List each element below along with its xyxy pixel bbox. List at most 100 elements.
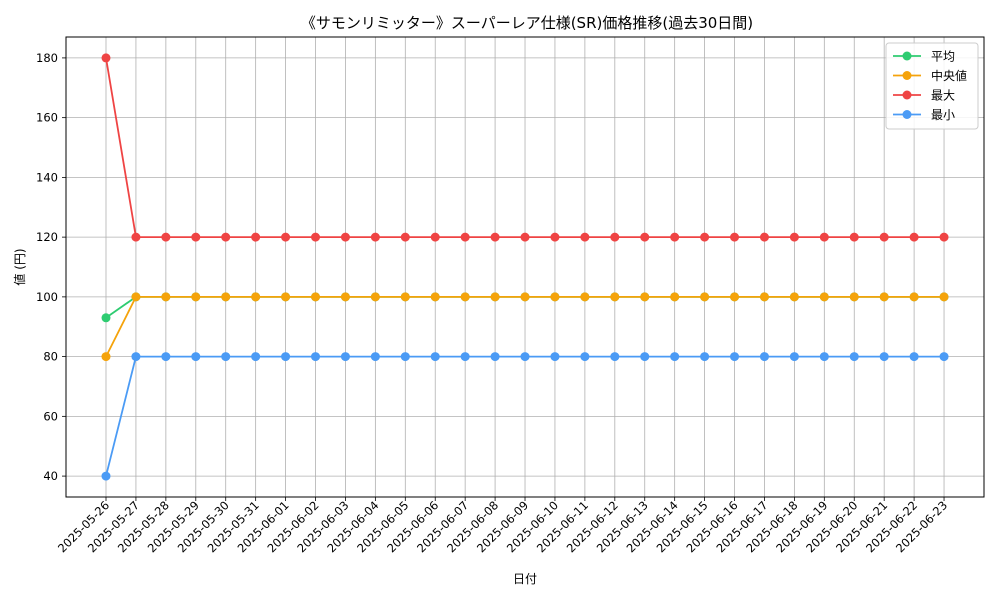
data-point-最大 — [819, 232, 829, 242]
data-point-最小 — [430, 352, 440, 362]
data-point-中央値 — [580, 292, 590, 302]
data-point-最大 — [550, 232, 560, 242]
y-tick-label: 60 — [43, 409, 58, 423]
data-point-最大 — [460, 232, 470, 242]
data-point-最大 — [340, 232, 350, 242]
data-point-最小 — [520, 352, 530, 362]
data-point-最小 — [460, 352, 470, 362]
data-point-中央値 — [400, 292, 410, 302]
data-point-最大 — [400, 232, 410, 242]
data-point-最大 — [849, 232, 859, 242]
data-point-最大 — [490, 232, 500, 242]
data-point-中央値 — [939, 292, 949, 302]
data-point-中央値 — [191, 292, 201, 302]
data-point-最大 — [939, 232, 949, 242]
data-point-中央値 — [909, 292, 919, 302]
data-point-中央値 — [460, 292, 470, 302]
data-point-最大 — [311, 232, 321, 242]
y-tick-label: 140 — [36, 170, 58, 184]
data-point-中央値 — [101, 352, 111, 362]
data-point-中央値 — [221, 292, 231, 302]
y-tick-label: 180 — [36, 51, 58, 65]
data-point-中央値 — [879, 292, 889, 302]
data-point-最小 — [849, 352, 859, 362]
data-point-最小 — [340, 352, 350, 362]
data-point-中央値 — [161, 292, 171, 302]
data-point-最大 — [221, 232, 231, 242]
y-tick-label: 100 — [36, 290, 58, 304]
data-point-最小 — [700, 352, 710, 362]
data-point-最小 — [490, 352, 500, 362]
data-point-最小 — [759, 352, 769, 362]
data-point-最小 — [939, 352, 949, 362]
data-point-中央値 — [251, 292, 261, 302]
x-tick-labels: 2025-05-262025-05-272025-05-282025-05-29… — [55, 497, 950, 555]
data-point-平均 — [101, 313, 111, 323]
legend-marker — [902, 71, 912, 80]
data-point-最大 — [700, 232, 710, 242]
chart-title: 《サモンリミッター》スーパーレア仕様(SR)価格推移(過去30日間) — [301, 14, 753, 32]
data-point-最小 — [610, 352, 620, 362]
data-point-中央値 — [789, 292, 799, 302]
y-tick-label: 80 — [43, 350, 58, 364]
y-tick-label: 40 — [43, 469, 58, 483]
data-point-中央値 — [520, 292, 530, 302]
legend-marker — [902, 51, 912, 61]
y-tick-label: 160 — [36, 111, 58, 125]
data-point-最小 — [191, 352, 201, 362]
data-point-最大 — [101, 53, 111, 63]
data-point-最大 — [909, 232, 919, 242]
y-tick-labels: 40 60 80 100 120 140 160 180 — [36, 51, 66, 483]
data-point-最大 — [131, 232, 141, 242]
data-point-最大 — [789, 232, 799, 242]
data-point-最小 — [221, 352, 231, 362]
data-point-最大 — [430, 232, 440, 242]
legend-box — [885, 42, 979, 130]
grid-layer — [66, 37, 984, 497]
data-point-最小 — [251, 352, 261, 362]
legend-label: 最小 — [931, 108, 955, 122]
legend-label: 最大 — [931, 89, 955, 103]
data-point-最小 — [161, 352, 171, 362]
data-point-最大 — [610, 232, 620, 242]
data-point-中央値 — [281, 292, 291, 302]
data-point-中央値 — [490, 292, 500, 302]
data-point-最大 — [640, 232, 650, 242]
data-point-中央値 — [311, 292, 321, 302]
data-point-中央値 — [849, 292, 859, 302]
data-point-最小 — [670, 352, 680, 362]
data-point-最小 — [400, 352, 410, 362]
data-point-最小 — [819, 352, 829, 362]
data-point-中央値 — [131, 292, 141, 302]
data-point-最小 — [370, 352, 380, 362]
data-point-中央値 — [670, 292, 680, 302]
y-axis-label: 値 (円) — [12, 248, 27, 285]
data-point-最大 — [730, 232, 740, 242]
data-point-最大 — [161, 232, 171, 242]
data-point-最小 — [789, 352, 799, 362]
data-point-最大 — [759, 232, 769, 242]
data-point-最小 — [131, 352, 141, 362]
data-point-最大 — [879, 232, 889, 242]
data-point-中央値 — [370, 292, 380, 302]
data-point-中央値 — [550, 292, 560, 302]
data-point-最小 — [550, 352, 560, 362]
data-point-最大 — [580, 232, 590, 242]
data-point-中央値 — [610, 292, 620, 302]
data-point-中央値 — [759, 292, 769, 302]
data-point-中央値 — [640, 292, 650, 302]
data-point-最小 — [730, 352, 740, 362]
data-point-最小 — [909, 352, 919, 362]
data-point-最大 — [251, 232, 261, 242]
data-point-最小 — [281, 352, 291, 362]
legend-label: 平均 — [931, 50, 955, 64]
data-point-最大 — [281, 232, 291, 242]
series-layer — [101, 53, 949, 481]
data-point-最小 — [879, 352, 889, 362]
data-point-最大 — [670, 232, 680, 242]
y-tick-label: 120 — [36, 230, 58, 244]
data-point-中央値 — [700, 292, 710, 302]
legend-label: 中央値 — [931, 68, 967, 83]
